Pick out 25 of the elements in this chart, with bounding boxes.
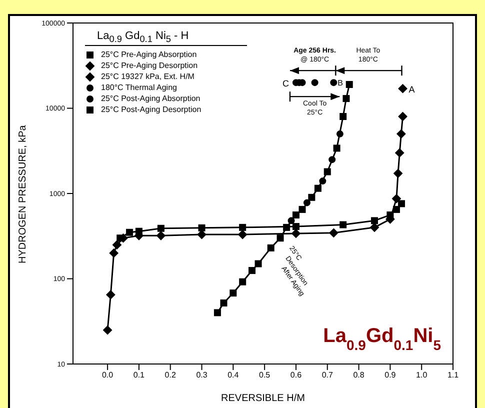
x-tick-label: 0.7: [322, 370, 334, 380]
x-tick-label: 0.1: [133, 370, 146, 380]
x-axis-title: REVERSIBLE H/M: [221, 393, 305, 404]
annotation: C: [282, 78, 290, 89]
legend-label: 25°C Pre-Aging Desorption: [101, 60, 198, 72]
legend-label: 25°C Post-Aging Desorption: [101, 104, 202, 116]
annotation: A: [408, 84, 415, 95]
legend-title: La$_{0.9}$ Gd$_{0.1}$ Ni$_{5}$ - H: [85, 30, 247, 46]
x-tick-label: 1.1: [447, 370, 460, 380]
x-tick-label: 0.0: [102, 370, 114, 380]
x-tick-label: 0.6: [290, 370, 302, 380]
legend-label: 25°C 19327 kPa, Ext. H/M: [101, 71, 194, 82]
x-tick-label: 0.5: [259, 370, 271, 380]
annotation: B: [338, 78, 344, 88]
annotation: La$_{0.9}$Gd$_{0.1}$Ni$_{5}$: [323, 325, 442, 353]
x-tick-label: 1.0: [416, 370, 428, 380]
x-tick-label: 0.8: [353, 370, 365, 380]
x-tick-label: 0.4: [228, 370, 240, 380]
x-tick-label: 0.9: [384, 370, 396, 380]
x-tick-label: 0.2: [164, 370, 176, 380]
legend-label: 25°C Post-Aging Absorption: [101, 93, 200, 104]
legend-label: 180°C Thermal Aging: [101, 82, 177, 94]
x-tick-label: 0.3: [196, 370, 208, 380]
legend-label: 25°C Pre-Aging Absorption: [101, 49, 197, 60]
y-axis-title: HYDROGEN PRESSURE, kPa: [18, 124, 29, 264]
